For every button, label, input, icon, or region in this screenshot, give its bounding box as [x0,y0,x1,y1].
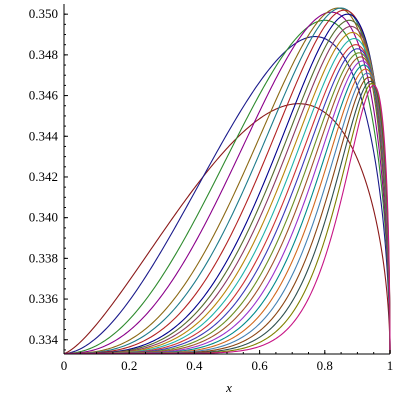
series-line-5 [64,7,391,354]
x-tick-label: 0.2 [121,358,137,373]
series-line-24 [64,84,391,354]
series-line-3 [63,19,391,354]
x-tick-label: 1 [387,358,394,373]
y-tick-label: 0.342 [29,169,58,184]
y-tick-label: 0.344 [29,128,59,143]
series-line-16 [64,56,391,354]
x-ticks: 0 0.2 0.4 0.6 0.8 1 [61,350,394,373]
y-tick-label: 0.348 [29,47,58,62]
series-line-20 [64,72,391,354]
x-tick-label: 0.6 [251,358,268,373]
x-tick-label: 0.8 [317,358,333,373]
series-line-19 [64,68,391,354]
curves-layer [63,7,391,354]
y-tick-label: 0.338 [29,250,58,265]
y-tick-label: 0.340 [29,210,58,225]
series-line-15 [64,52,391,354]
series-line-4 [64,11,391,354]
y-ticks: 0.334 0.336 0.338 0.340 0.342 0.344 0.346 0.348… [29,6,68,351]
series-line-1 [63,103,391,354]
y-tick-label: 0.346 [29,88,59,103]
y-tick-label: 0.334 [29,332,59,347]
y-tick-label: 0.350 [29,6,58,21]
x-tick-label: 0.4 [186,358,203,373]
y-tick-label: 0.336 [29,291,59,306]
x-axis-label: x [225,380,232,395]
x-tick-label: 0 [61,358,68,373]
series-line-2 [63,36,391,354]
